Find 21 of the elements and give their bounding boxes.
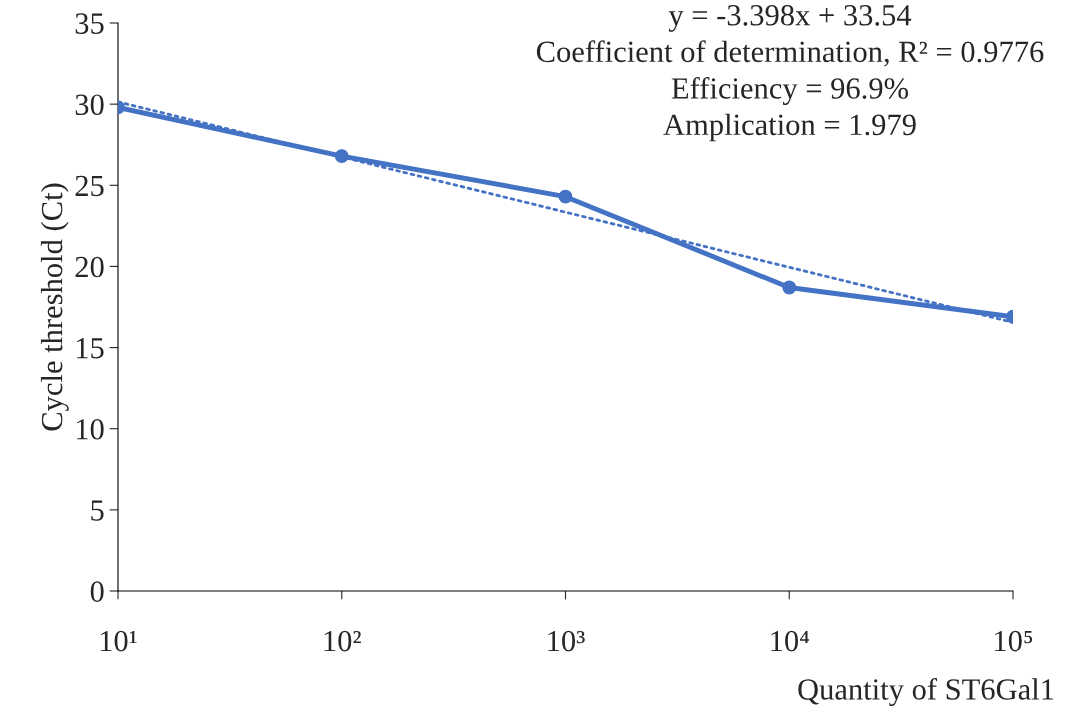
y-tick-label: 15: [76, 338, 104, 359]
annotation: Coefficient of determination, R² = 0.9776: [536, 40, 1044, 67]
y-tick-label: 35: [75, 13, 104, 34]
y-tick-label: 0: [90, 581, 104, 602]
y-axis-title: Cycle threshold (Ct): [40, 183, 69, 431]
annotation: Efficiency = 96.9%: [671, 76, 909, 106]
annotation: y = -3.398x + 33.54: [668, 4, 912, 32]
x-tick-label: 10¹: [100, 630, 137, 652]
y-tick-label: 20: [75, 256, 104, 278]
point: [558, 189, 573, 204]
x-tick-label: 10²: [324, 630, 361, 652]
x-tick-label: 10⁵: [995, 630, 1033, 652]
y-tick-label: 5: [91, 500, 104, 521]
point: [782, 280, 797, 295]
x-axis-title: Quantity of ST6Gal1: [798, 677, 1054, 707]
y-tick-label: 25: [75, 175, 104, 197]
x-tick-label: 10³: [548, 630, 585, 652]
y-tick-label: 10: [76, 419, 104, 440]
y-tick-label: 30: [75, 94, 104, 116]
x-tick-label: 10⁴: [771, 630, 809, 652]
annotation: Amplication = 1.979: [663, 113, 916, 142]
